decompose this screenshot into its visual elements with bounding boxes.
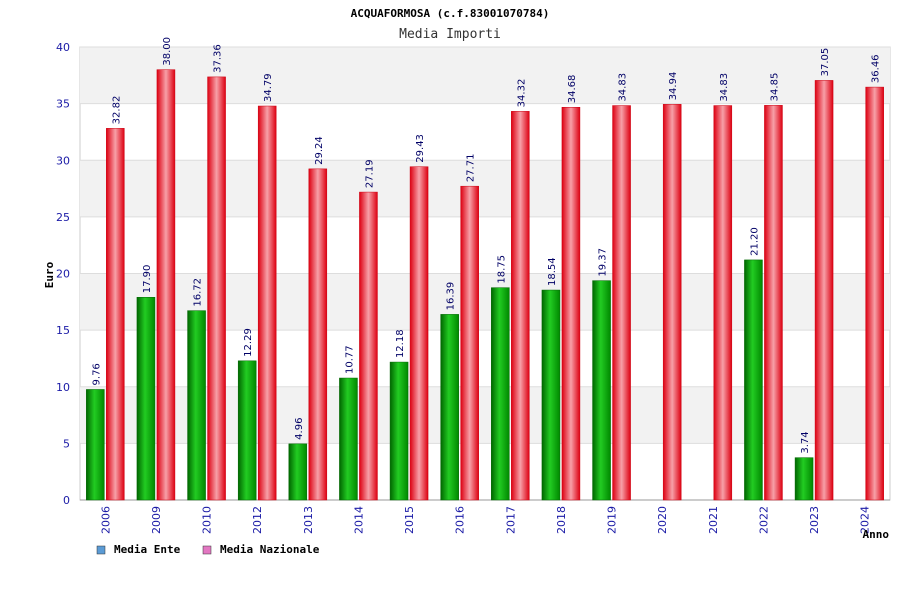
bar-media-ente (389, 361, 409, 501)
bar-value-label: 21.20 (749, 227, 760, 256)
x-tick-label: 2022 (757, 506, 770, 534)
bar-media-ente (744, 259, 763, 501)
legend: Media Ente Media Nazionale (96, 543, 320, 556)
bar-value-label: 32.82 (111, 96, 122, 125)
bar-media-nazionale (612, 105, 631, 501)
bar-media-ente (440, 314, 459, 501)
x-tick-label: 2023 (808, 506, 821, 534)
bar-value-label: 34.94 (668, 72, 679, 101)
x-tick-label: 2018 (555, 506, 568, 534)
bar-media-ente (237, 360, 257, 501)
bar-value-label: 27.19 (364, 159, 375, 188)
legend-swatch-media-nazionale (202, 545, 212, 555)
legend-label-media-nazionale: Media Nazionale (220, 543, 320, 556)
bar-value-label: 12.18 (395, 329, 406, 358)
bar-media-nazionale (814, 80, 834, 501)
bar-media-nazionale (207, 76, 226, 501)
x-tick-label: 2017 (504, 506, 517, 534)
bars (86, 69, 884, 501)
x-axis-ticks: 2006 2009 2010 2012 2013 2014 2015 2016 2017 2018… (99, 506, 871, 534)
bar-value-label: 12.29 (243, 328, 254, 357)
bar-media-ente (794, 457, 814, 501)
bar-value-label: 37.36 (213, 44, 224, 73)
x-tick-label: 2024 (859, 506, 872, 534)
bar-media-nazionale (865, 86, 884, 501)
bar-value-label: 36.46 (871, 54, 882, 83)
y-tick-label: 35 (56, 98, 70, 111)
bar-value-label: 9.76 (91, 363, 102, 385)
bar-media-nazionale (460, 185, 479, 501)
y-tick-label: 15 (56, 324, 70, 337)
bar-value-label: 10.77 (344, 345, 355, 374)
x-tick-label: 2012 (251, 506, 264, 534)
bar-value-label: 34.32 (516, 79, 527, 108)
bar-media-ente (592, 280, 611, 501)
bar-value-label: 17.90 (142, 265, 153, 294)
bar-media-nazionale (257, 105, 277, 501)
bar-value-label: 34.83 (618, 73, 629, 102)
x-tick-label: 2010 (201, 506, 214, 534)
chart-title: ACQUAFORMOSA (c.f.83001070784) (351, 7, 550, 20)
bar-value-label: 4.96 (294, 418, 305, 440)
bar-media-nazionale (359, 191, 378, 501)
bar-media-ente (541, 289, 561, 501)
legend-label-media-ente: Media Ente (114, 543, 181, 556)
x-tick-label: 2016 (454, 506, 467, 534)
y-tick-label: 40 (56, 41, 70, 54)
bar-media-ente (86, 389, 105, 501)
y-tick-label: 20 (56, 268, 70, 281)
bar-value-label: 34.79 (263, 73, 274, 102)
x-tick-label: 2021 (707, 506, 720, 534)
bar-value-label: 34.85 (769, 73, 780, 102)
bar-media-nazionale (308, 168, 328, 501)
bar-value-label: 29.43 (415, 134, 426, 163)
y-tick-label: 10 (56, 381, 70, 394)
bar-value-label: 16.72 (193, 278, 204, 307)
y-axis-label: Euro (43, 261, 56, 288)
bar-value-label: 34.83 (719, 73, 730, 102)
bar-value-label: 38.00 (162, 37, 173, 66)
y-axis-ticks: 0 5 10 15 20 25 30 35 40 (56, 41, 70, 507)
x-tick-label: 2014 (352, 506, 365, 534)
legend-swatch-media-ente (96, 545, 106, 555)
bar-media-nazionale (511, 111, 530, 501)
y-tick-label: 5 (63, 437, 70, 450)
bar-media-nazionale (764, 105, 783, 501)
bar-media-nazionale (561, 106, 581, 501)
x-tick-label: 2015 (403, 506, 416, 534)
y-tick-label: 25 (56, 211, 70, 224)
x-tick-label: 2013 (302, 506, 315, 534)
bar-value-label: 18.54 (547, 257, 558, 286)
bar-media-nazionale (156, 69, 176, 501)
bar-value-label: 16.39 (446, 282, 457, 311)
x-tick-label: 2020 (656, 506, 669, 534)
bar-value-label: 34.68 (567, 75, 578, 104)
bar-media-nazionale (713, 105, 733, 501)
bar-media-nazionale (662, 104, 682, 501)
bar-media-ente (136, 297, 156, 501)
x-axis-label: Anno (863, 528, 890, 541)
bar-media-ente (288, 443, 308, 501)
bar-media-ente (187, 310, 206, 501)
x-tick-label: 2009 (150, 506, 163, 534)
bar-value-label: 27.71 (466, 154, 477, 183)
bar-media-nazionale (106, 128, 125, 501)
bar-value-label: 18.75 (496, 255, 507, 284)
y-tick-label: 0 (63, 494, 70, 507)
bar-value-label: 19.37 (598, 248, 609, 277)
bar-value-label: 3.74 (800, 431, 811, 453)
bar-media-ente (339, 377, 358, 501)
value-labels: 9.76 32.82 17.90 38.00 16.72 37.36 12.29 34.79 4… (91, 37, 881, 454)
x-tick-label: 2006 (99, 506, 112, 534)
bar-media-nazionale (409, 166, 429, 501)
x-tick-label: 2019 (606, 506, 619, 534)
bar-value-label: 37.05 (820, 48, 831, 77)
y-tick-label: 30 (56, 154, 70, 167)
chart-subtitle: Media Importi (399, 27, 501, 42)
bar-value-label: 29.24 (314, 136, 325, 165)
bar-media-ente (491, 287, 510, 501)
